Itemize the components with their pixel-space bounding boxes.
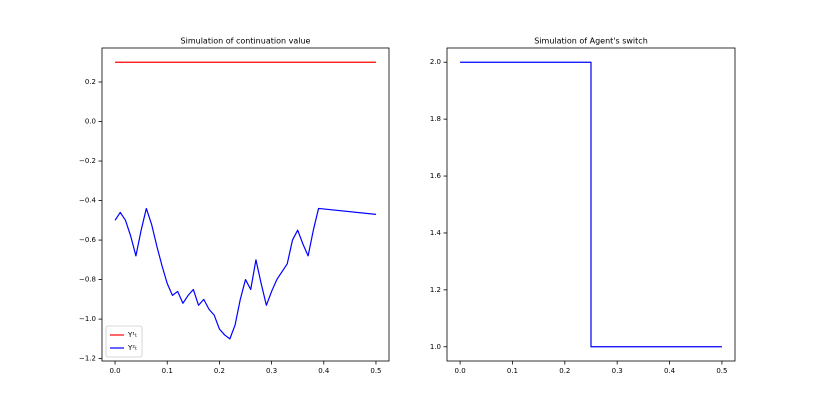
- x-tick-label: 0.5: [370, 367, 381, 375]
- data-line: [460, 61, 722, 348]
- data-line: [114, 207, 377, 340]
- y-tick-label: 0.2: [85, 78, 96, 86]
- x-tick-label: 0.3: [612, 367, 623, 375]
- y-tick-label: −0.6: [79, 236, 97, 244]
- x-tick-label: 0.4: [318, 367, 330, 375]
- y-tick-label: 2.0: [430, 58, 441, 66]
- x-tick-label: 0.0: [455, 367, 466, 375]
- y-tick-label: 1.8: [430, 115, 441, 123]
- legend-box: [105, 325, 143, 358]
- y-tick-label: −0.8: [79, 276, 96, 284]
- x-tick-label: 0.0: [109, 367, 120, 375]
- y-tick-label: −0.2: [79, 157, 96, 165]
- x-tick-label: 0.4: [664, 367, 676, 375]
- y-tick-label: 1.6: [430, 172, 442, 180]
- y-tick-label: 1.0: [430, 343, 441, 351]
- chart-title: Simulation of continuation value: [181, 37, 311, 46]
- plot-frame: [101, 47, 390, 362]
- x-tick-label: 0.1: [162, 367, 173, 375]
- x-tick-label: 0.3: [266, 367, 277, 375]
- y-tick-label: −0.4: [79, 197, 97, 205]
- chart-title: Simulation of Agent's switch: [534, 37, 648, 46]
- y-tick-label: −1.2: [79, 355, 96, 363]
- y-tick-label: 1.4: [430, 229, 442, 237]
- plot-frame: [446, 47, 736, 362]
- x-tick-label: 0.2: [214, 367, 225, 375]
- x-tick-label: 0.1: [507, 367, 518, 375]
- y-tick-label: 0.0: [85, 118, 96, 126]
- x-tick-label: 0.5: [716, 367, 727, 375]
- y-tick-label: −1.0: [79, 315, 96, 323]
- legend-label: Y¹ₜ: [127, 331, 137, 339]
- y-tick-label: 1.2: [430, 286, 441, 294]
- legend-label: Y²ₜ: [127, 344, 137, 352]
- x-tick-label: 0.2: [559, 367, 570, 375]
